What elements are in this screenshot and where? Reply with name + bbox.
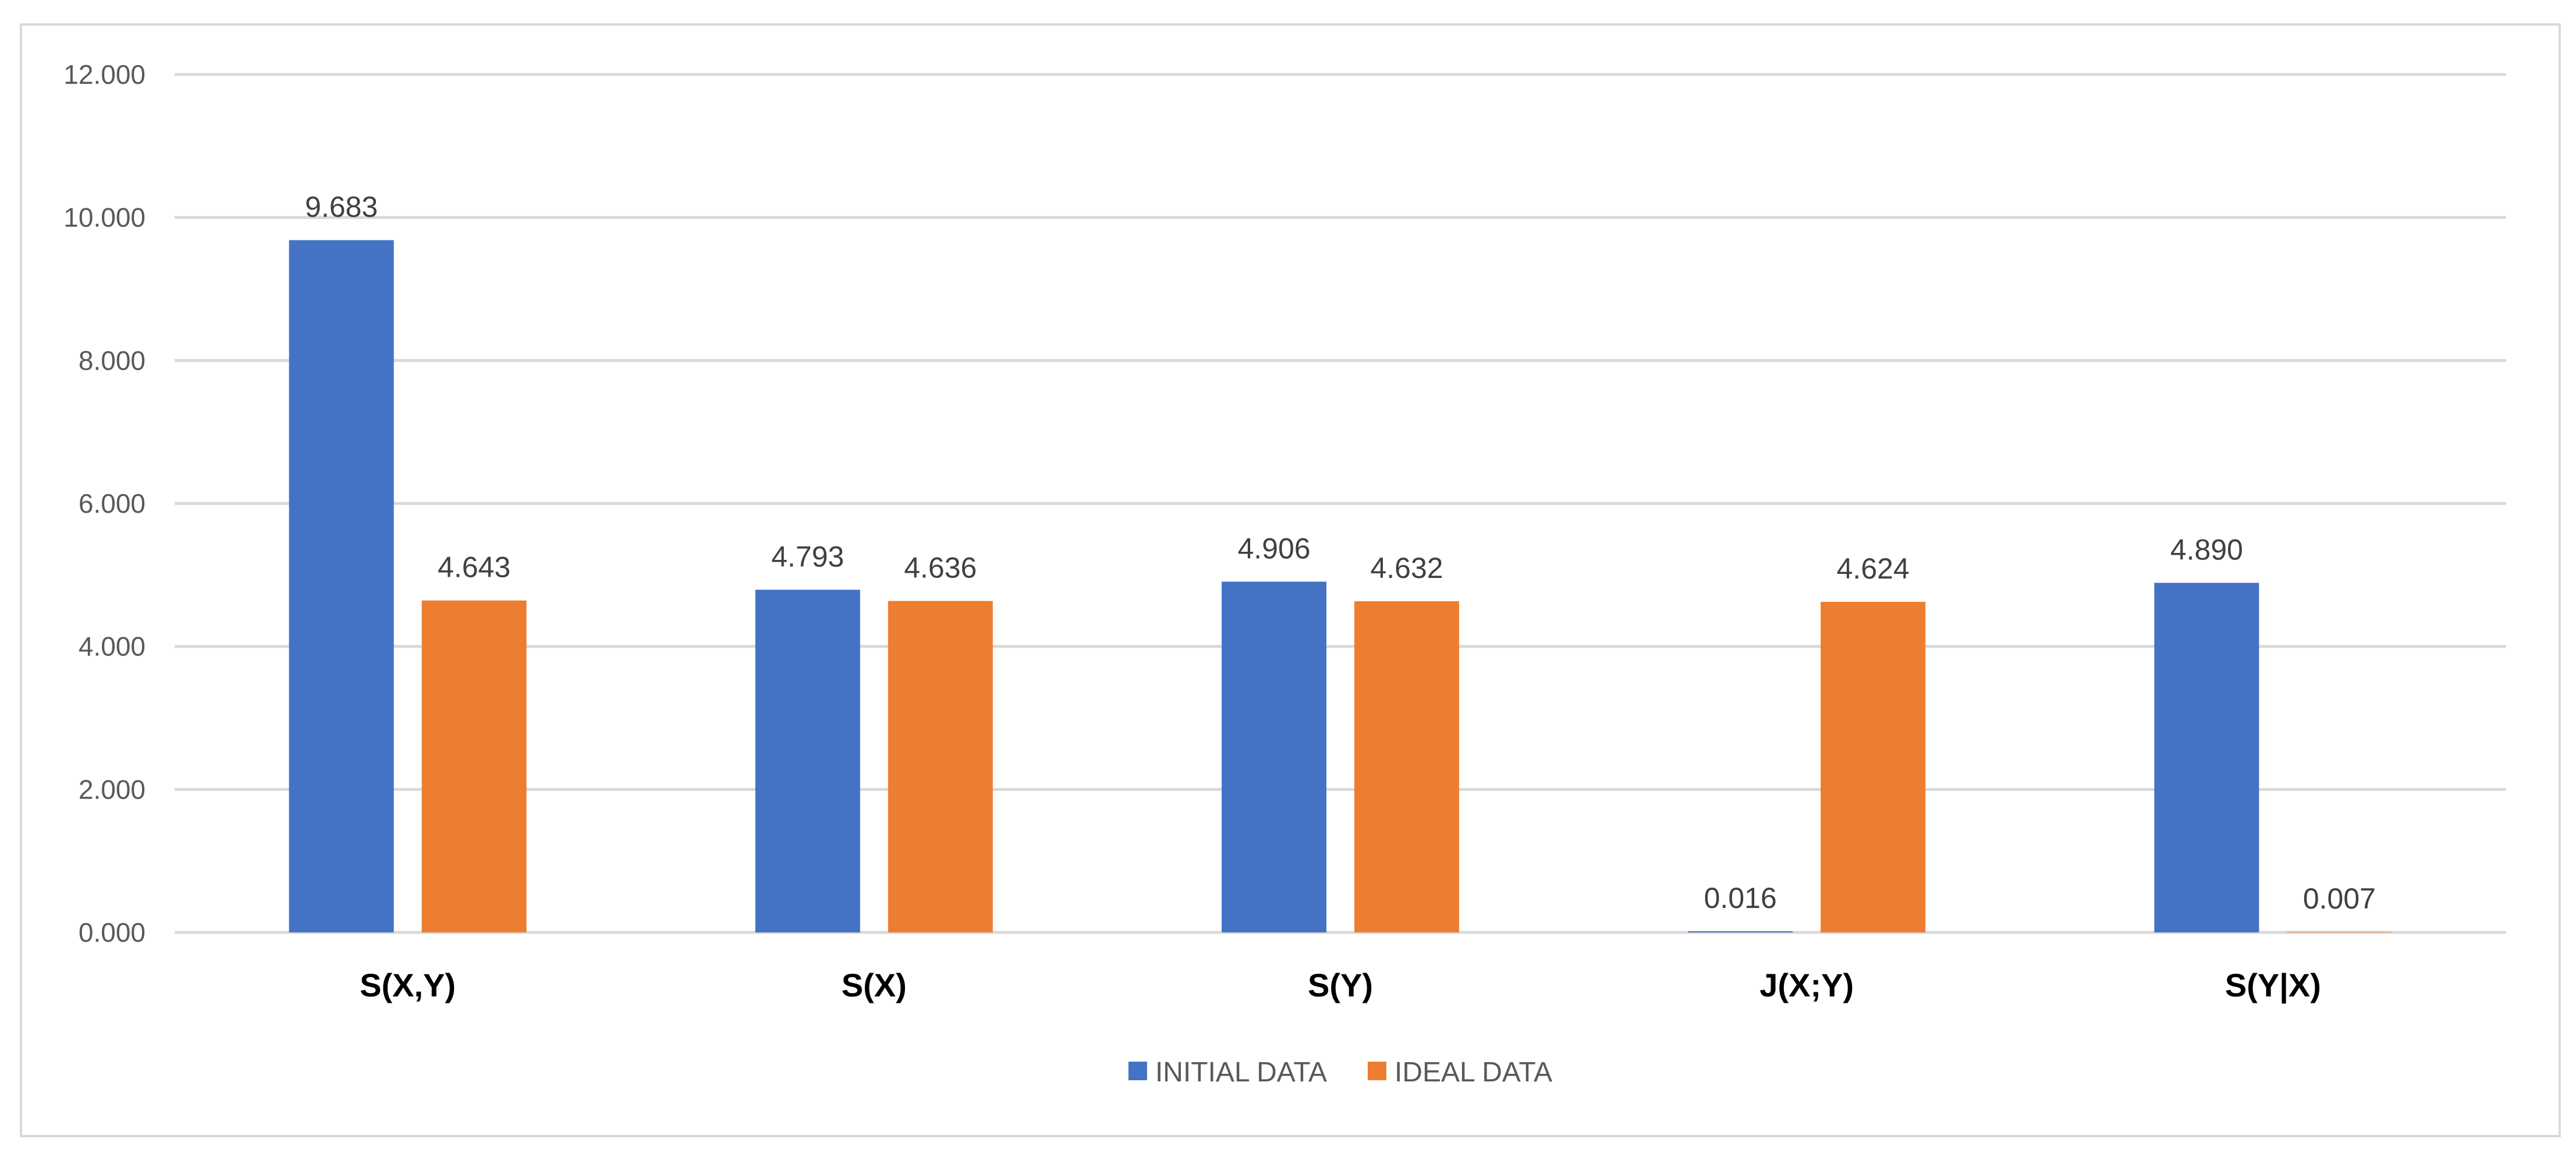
legend-item-1: IDEAL DATA (1367, 1057, 1552, 1088)
data-label-series1-cat1: 4.636 (904, 552, 977, 584)
bar-series1-cat2 (1354, 601, 1459, 932)
legend: INITIAL DATA IDEAL DATA (1128, 1057, 1552, 1088)
bars (289, 240, 2392, 932)
y-tick-label-6: 12.000 (63, 59, 146, 90)
y-tick-label-1: 2.000 (79, 774, 146, 804)
category-label-2: S(Y) (1308, 967, 1373, 1003)
legend-label-1: IDEAL DATA (1395, 1057, 1552, 1088)
bar-series0-cat1 (755, 590, 860, 932)
category-label-0: S(X,Y) (360, 967, 456, 1003)
bar-series1-cat1 (888, 601, 993, 932)
data-label-series1-cat2: 4.632 (1370, 552, 1443, 584)
bar-series0-cat0 (289, 240, 394, 932)
y-tick-label-5: 10.000 (63, 203, 146, 233)
data-labels: 9.683 4.643 4.793 4.636 4.906 4.632 0.016 4.624… (305, 191, 2376, 916)
legend-label-0: INITIAL DATA (1155, 1057, 1327, 1088)
data-label-series0-cat0: 9.683 (305, 191, 378, 223)
y-tick-label-4: 8.000 (79, 345, 146, 375)
x-axis-category-labels: S(X,Y) S(X) S(Y) J(X;Y) S(Y|X) (360, 967, 2321, 1004)
gridlines (175, 73, 2506, 934)
bar-series0-cat2 (1222, 581, 1326, 932)
data-label-series1-cat4: 0.007 (2303, 882, 2376, 915)
data-label-series0-cat3: 0.016 (1704, 882, 1777, 914)
y-axis-tick-labels: 0.000 2.000 4.000 6.000 8.000 10.000 12.000 (63, 59, 146, 948)
bar-series1-cat0 (421, 600, 527, 932)
data-label-series0-cat1: 4.793 (771, 540, 844, 573)
category-label-4: S(Y|X) (2225, 967, 2321, 1004)
category-label-3: J(X;Y) (1759, 967, 1854, 1003)
bar-series0-cat3 (1688, 931, 1793, 932)
data-label-series0-cat2: 4.906 (1237, 532, 1310, 565)
y-tick-label-3: 6.000 (79, 488, 146, 519)
legend-item-0: INITIAL DATA (1128, 1057, 1327, 1088)
data-label-series0-cat4: 4.890 (2170, 533, 2243, 566)
legend-swatch-0 (1128, 1062, 1147, 1080)
data-label-series1-cat0: 4.643 (438, 551, 510, 584)
chart-frame (20, 23, 2561, 1137)
y-tick-label-2: 4.000 (79, 632, 146, 662)
category-label-1: S(X) (842, 967, 907, 1003)
bar-series0-cat4 (2154, 583, 2259, 932)
y-tick-label-0: 0.000 (79, 917, 146, 948)
data-label-series1-cat3: 4.624 (1837, 552, 1910, 585)
legend-swatch-1 (1367, 1062, 1386, 1080)
bar-series1-cat3 (1821, 602, 1926, 932)
